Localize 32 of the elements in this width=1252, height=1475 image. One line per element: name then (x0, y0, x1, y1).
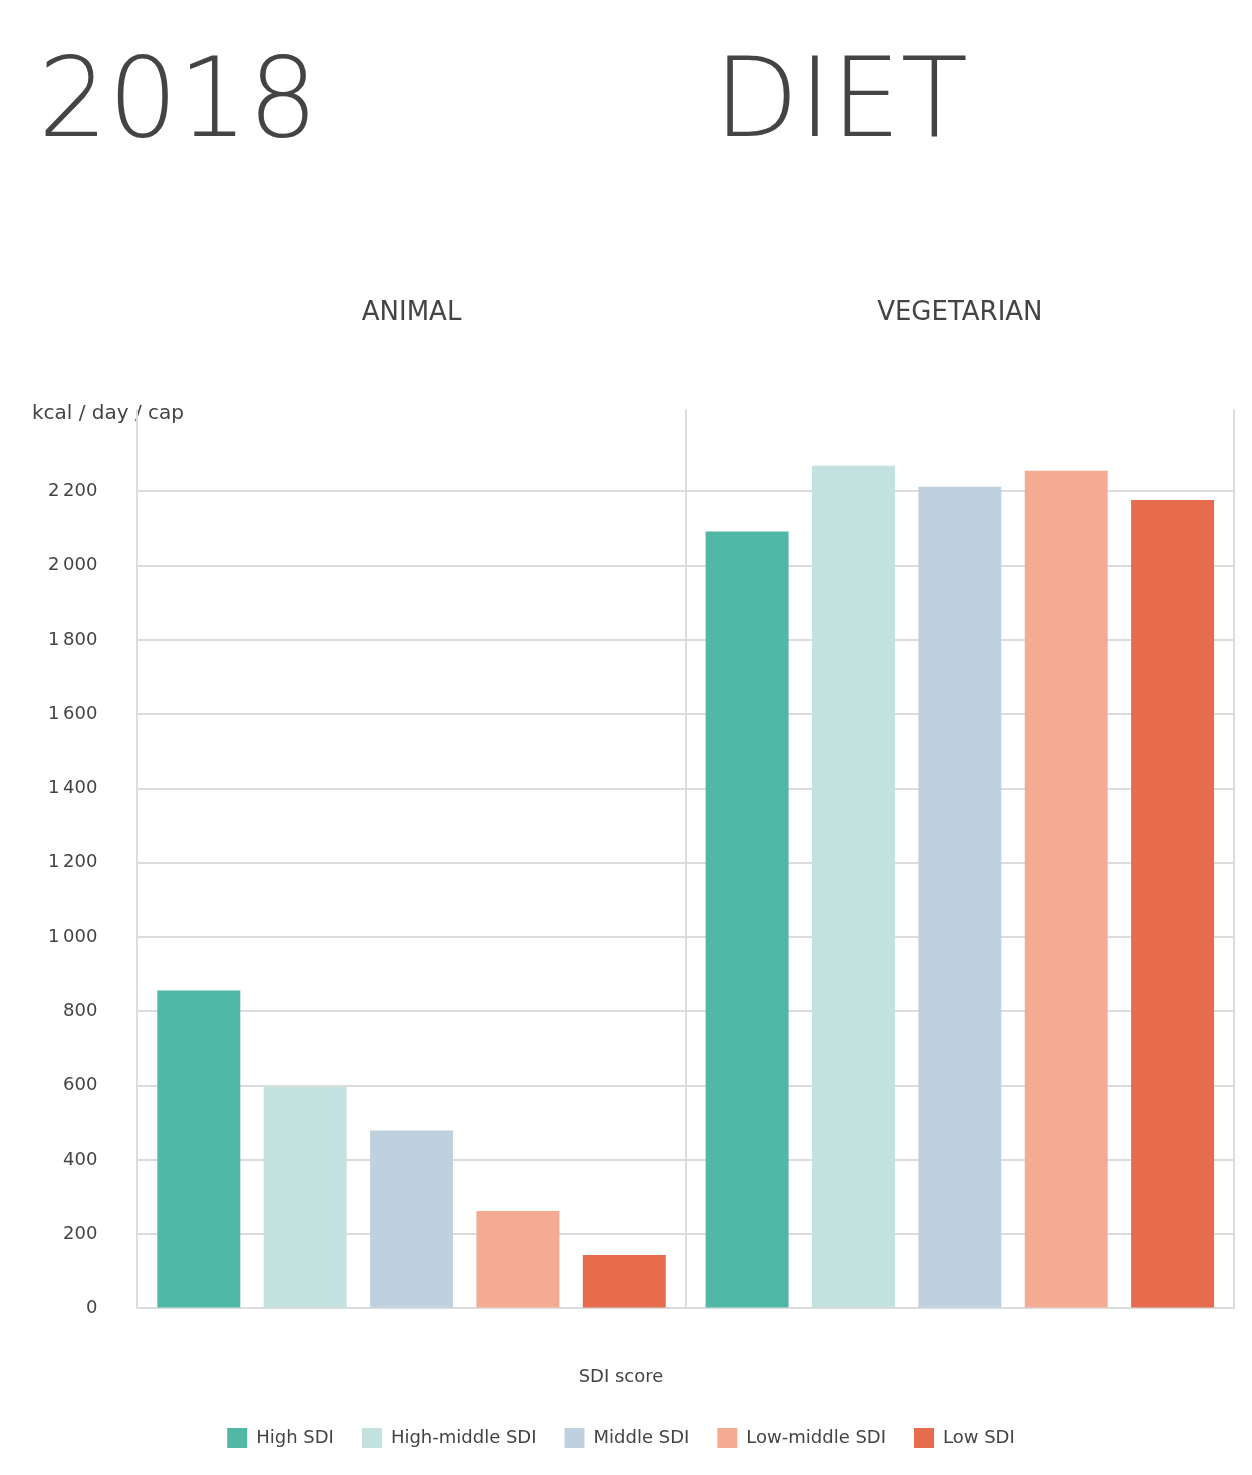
y-tick-label: 1 600 (48, 701, 98, 723)
legend-label: Middle SDI (593, 1425, 690, 1447)
bar (263, 1086, 347, 1308)
legend-label: High SDI (256, 1425, 334, 1447)
chart-subtitle: 2018 (37, 33, 319, 164)
legend-title: SDI score (578, 1365, 664, 1387)
bar (918, 486, 1002, 1308)
bar (157, 990, 241, 1308)
y-tick-label: 1 200 (48, 850, 98, 872)
bar (370, 1130, 454, 1308)
x-tick-label: ANIMAL (361, 296, 462, 327)
y-tick-label: 400 (63, 1147, 98, 1169)
y-tick-label: 2 200 (48, 479, 98, 501)
legend-label: Low-middle SDI (746, 1425, 887, 1447)
y-tick-label: 600 (63, 1073, 98, 1095)
y-tick-label: 2 000 (48, 553, 98, 575)
y-tick-label: 200 (63, 1221, 98, 1243)
y-tick-label: 1 400 (48, 776, 98, 798)
legend-label: High-middle SDI (390, 1425, 537, 1447)
bar (1024, 470, 1108, 1308)
bar (582, 1254, 666, 1308)
y-tick-label: 800 (63, 999, 98, 1021)
x-tick-label: VEGETARIAN (877, 296, 1043, 327)
chart-title: DIET (713, 33, 969, 164)
bar (476, 1211, 560, 1308)
y-tick-label: 0 (85, 1296, 98, 1318)
bar (1131, 500, 1215, 1308)
bar (705, 531, 789, 1308)
legend-label: Low SDI (943, 1425, 1015, 1447)
bar (812, 465, 895, 1308)
y-tick-label: 1 800 (48, 627, 98, 649)
y-tick-label: 1 000 (48, 924, 98, 946)
